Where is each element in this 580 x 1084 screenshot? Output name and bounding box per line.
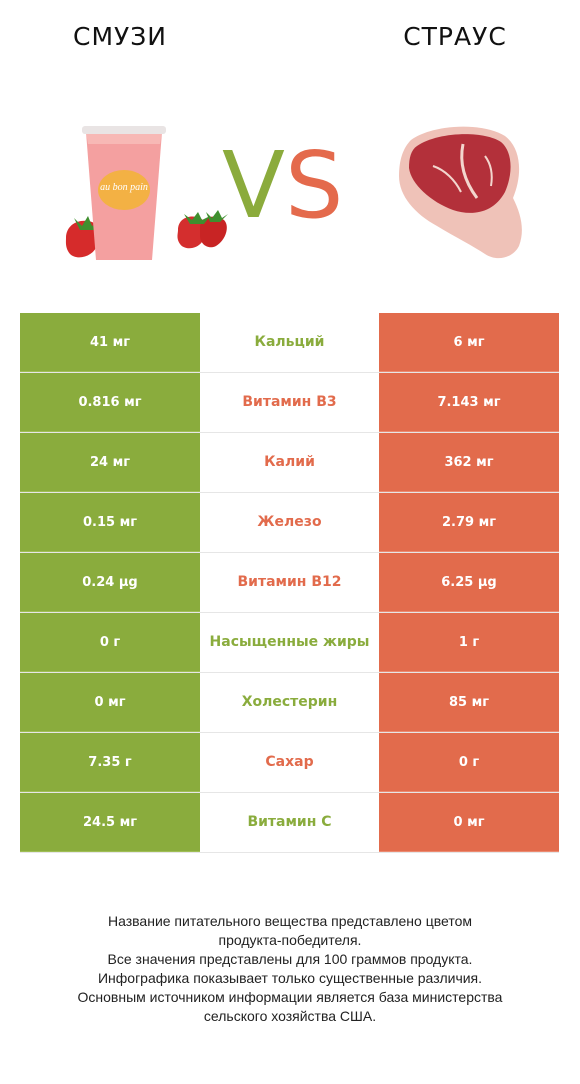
table-row: 0.24 µg Витамин B12 6.25 µg xyxy=(20,553,559,613)
left-value-cell: 24 мг xyxy=(20,433,200,492)
table-row: 0 г Насыщенные жиры 1 г xyxy=(20,613,559,673)
left-value-cell: 24.5 мг xyxy=(20,793,200,852)
left-value-cell: 0.24 µg xyxy=(20,553,200,612)
strawberry-right-icon xyxy=(177,210,228,249)
vs-s-letter: S xyxy=(284,132,344,239)
table-row: 0 мг Холестерин 85 мг xyxy=(20,673,559,733)
nutrient-name-cell: Витамин B3 xyxy=(200,373,379,432)
nutrient-name-cell: Сахар xyxy=(200,733,379,792)
nutrient-name-cell: Витамин C xyxy=(200,793,379,852)
footer-line: Инфографика показывает только существенн… xyxy=(97,970,483,986)
footer-line: Основным источником информации является … xyxy=(77,989,503,1005)
right-value-cell: 0 мг xyxy=(379,793,559,852)
comparison-table: 41 мг Кальций 6 мг 0.816 мг Витамин B3 7.143 … xyxy=(20,313,559,853)
svg-text:au bon pain: au bon pain xyxy=(100,182,148,193)
right-value-cell: 362 мг xyxy=(379,433,559,492)
table-row: 7.35 г Сахар 0 г xyxy=(20,733,559,793)
nutrient-name-cell: Калий xyxy=(200,433,379,492)
left-value-cell: 7.35 г xyxy=(20,733,200,792)
table-row: 0.15 мг Железо 2.79 мг xyxy=(20,493,559,553)
steak-meat-icon xyxy=(399,126,522,259)
nutrient-name-cell: Железо xyxy=(200,493,379,552)
cup-icon: au bon pain xyxy=(82,126,166,260)
right-value-cell: 2.79 мг xyxy=(379,493,559,552)
left-product-title: СМУЗИ xyxy=(73,22,167,51)
table-row: 41 мг Кальций 6 мг xyxy=(20,313,559,373)
right-value-cell: 7.143 мг xyxy=(379,373,559,432)
right-value-cell: 1 г xyxy=(379,613,559,672)
footer-line: Название питательного вещества представл… xyxy=(107,913,473,929)
right-value-cell: 85 мг xyxy=(379,673,559,732)
table-row: 0.816 мг Витамин B3 7.143 мг xyxy=(20,373,559,433)
nutrient-name-cell: Витамин B12 xyxy=(200,553,379,612)
footer-line: сельского хозяйства США. xyxy=(203,1008,377,1024)
right-product-title: СТРАУС xyxy=(403,22,507,51)
right-value-cell: 6 мг xyxy=(379,313,559,372)
smoothie-cup-icon: au bon pain xyxy=(65,126,228,260)
nutrient-name-cell: Насыщенные жиры xyxy=(200,613,379,672)
right-value-cell: 0 г xyxy=(379,733,559,792)
left-value-cell: 0 мг xyxy=(20,673,200,732)
footer-notes: Название питательного вещества представл… xyxy=(20,912,560,1026)
vs-v-letter: V xyxy=(222,132,285,239)
right-value-cell: 6.25 µg xyxy=(379,553,559,612)
left-value-cell: 0.816 мг xyxy=(20,373,200,432)
footer-line: Все значения представлены для 100 граммо… xyxy=(107,951,473,967)
left-value-cell: 0.15 мг xyxy=(20,493,200,552)
nutrient-name-cell: Холестерин xyxy=(200,673,379,732)
left-value-cell: 0 г xyxy=(20,613,200,672)
left-value-cell: 41 мг xyxy=(20,313,200,372)
nutrient-name-cell: Кальций xyxy=(200,313,379,372)
footer-line: продукта-победителя. xyxy=(218,932,362,948)
table-row: 24 мг Калий 362 мг xyxy=(20,433,559,493)
vs-label: VS xyxy=(222,140,343,232)
